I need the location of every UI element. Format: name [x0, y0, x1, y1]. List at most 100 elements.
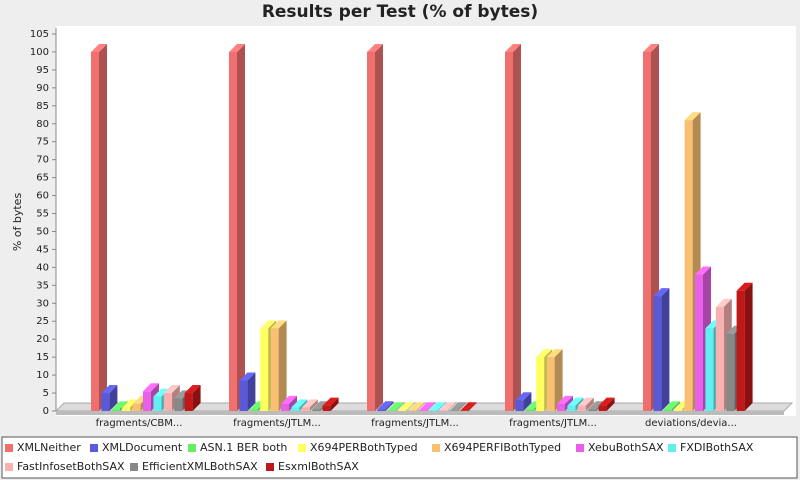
- legend-label: X694PERFIBothTyped: [444, 441, 561, 454]
- legend-swatch: [5, 444, 13, 452]
- bar: [450, 410, 459, 411]
- bar: [111, 409, 120, 411]
- y-tick-label: 80: [36, 119, 49, 130]
- bar-side: [565, 395, 573, 411]
- bar: [322, 405, 331, 411]
- bar-top: [239, 372, 256, 381]
- bar-top: [643, 43, 659, 52]
- bar-top: [695, 266, 711, 275]
- bar-side: [554, 349, 563, 411]
- bar-top: [229, 43, 245, 52]
- bar-top: [260, 320, 277, 329]
- bar-top: [398, 402, 415, 411]
- bar-top: [419, 402, 435, 411]
- bar: [736, 290, 745, 411]
- y-tick-label: 20: [36, 334, 49, 345]
- legend-label: FXDIBothSAX: [680, 441, 754, 454]
- bar-top: [736, 282, 753, 291]
- y-tick-label: 85: [36, 101, 49, 112]
- legend-label: EfficientXMLBothSAX: [142, 460, 258, 473]
- y-tick-label: 70: [36, 155, 49, 166]
- bar-top: [291, 399, 308, 408]
- floor-edge: [56, 411, 784, 415]
- bar-side: [330, 397, 339, 411]
- bar-side: [427, 402, 435, 411]
- bar-top: [91, 43, 107, 52]
- bar-side: [671, 401, 680, 411]
- x-tick-label: fragments/JTLM...: [509, 418, 597, 429]
- bar: [312, 409, 321, 411]
- bar-side: [447, 402, 456, 411]
- bar: [663, 409, 672, 411]
- plot-background: [56, 26, 796, 416]
- legend-label: ASN.1 BER both: [200, 441, 287, 454]
- legend-label: XMLNeither: [17, 441, 81, 454]
- bar-top: [377, 401, 394, 410]
- bar-side: [458, 402, 467, 411]
- y-tick-label: 55: [36, 209, 49, 220]
- x-tick-label: fragments/JTLM...: [371, 418, 459, 429]
- bar-top: [567, 397, 584, 406]
- bar-top: [577, 397, 594, 406]
- y-tick-label: 45: [36, 244, 49, 255]
- bar-top: [143, 383, 159, 392]
- legend-swatch: [266, 463, 274, 471]
- x-tick-label: fragments/JTLM...: [233, 418, 321, 429]
- bar-top: [439, 402, 456, 411]
- legend-swatch: [188, 444, 196, 452]
- bar: [429, 410, 438, 411]
- y-tick-label: 105: [30, 29, 49, 40]
- y-tick-label: 75: [36, 137, 49, 148]
- y-tick-label: 50: [36, 226, 49, 237]
- bar-top: [460, 402, 477, 411]
- bar-top: [588, 401, 605, 410]
- bar: [301, 407, 310, 411]
- bar: [153, 396, 162, 411]
- bar-top: [312, 401, 329, 410]
- bar-top: [111, 401, 128, 410]
- bar: [174, 398, 183, 411]
- bar-top: [367, 43, 383, 52]
- bar-side: [299, 399, 308, 411]
- legend: [1, 436, 798, 479]
- bar: [684, 120, 693, 412]
- bar-top: [387, 402, 404, 411]
- y-tick-label: 30: [36, 298, 49, 309]
- bar-side: [606, 397, 615, 411]
- bar: [143, 391, 151, 411]
- bar-side: [744, 282, 753, 411]
- y-tick-label: 10: [36, 370, 49, 381]
- bar-side: [468, 402, 477, 411]
- bar: [705, 328, 714, 411]
- y-tick-label: 90: [36, 83, 49, 94]
- legend-swatch: [432, 444, 440, 452]
- legend-label: EsxmlBothSAX: [278, 460, 359, 473]
- bar-side: [247, 372, 256, 411]
- chart-title: Results per Test (% of bytes): [262, 2, 538, 22]
- bar-top: [270, 320, 287, 329]
- bar-side: [661, 288, 670, 411]
- y-axis-label: % of bytes: [11, 193, 24, 252]
- bar: [505, 51, 513, 411]
- bar: [229, 51, 237, 411]
- bar-top: [450, 402, 467, 411]
- bar: [439, 410, 448, 411]
- bar: [122, 407, 131, 411]
- bar: [419, 410, 427, 411]
- legend-swatch: [130, 463, 138, 471]
- y-tick-label: 25: [36, 316, 49, 327]
- y-tick-label: 60: [36, 191, 49, 202]
- bar: [577, 405, 586, 411]
- bar: [281, 403, 289, 411]
- legend-label: XebuBothSAX: [588, 441, 664, 454]
- bar-side: [278, 320, 287, 411]
- bar-side: [523, 392, 532, 411]
- bar: [515, 400, 524, 411]
- bar-side: [437, 402, 446, 411]
- bar: [398, 410, 407, 411]
- bar-top: [653, 288, 670, 297]
- bar: [567, 405, 576, 411]
- bar-side: [99, 43, 107, 411]
- bar: [546, 357, 555, 411]
